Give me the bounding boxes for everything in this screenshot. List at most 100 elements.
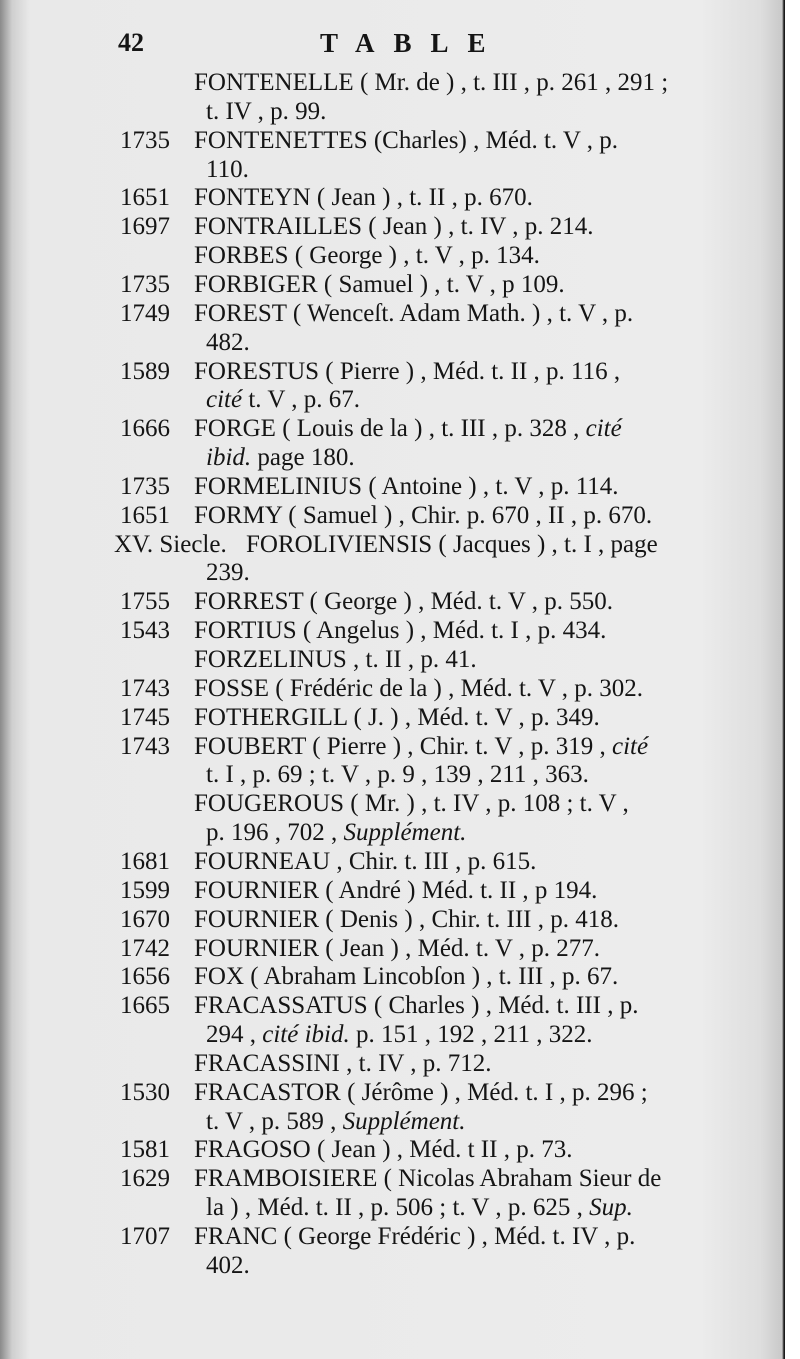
- entry-heading-line: FRAGOSO ( Jean ) , Méd. t II , p. 73.: [194, 1135, 572, 1165]
- entry-year: 1599: [120, 876, 170, 904]
- entry-text: page 180.: [251, 444, 355, 472]
- entry-heading-line: FORBIGER ( Samuel ) , t. V , p 109.: [194, 270, 565, 300]
- entry-heading-line: FORESTUS ( Pierre ) , Méd. t. II , p. 11…: [194, 357, 620, 387]
- italic-text: cité ibid.: [262, 1021, 350, 1049]
- entry-text: 239.: [206, 559, 250, 587]
- entry-heading-line: FRAMBOISIERE ( Nicolas Abraham Sieur de: [194, 1164, 661, 1194]
- entry-text: FOROLIVIENSIS ( Jacques ) , t. I , page: [246, 530, 658, 558]
- entry-heading-line: FOSSE ( Frédéric de la ) , Méd. t. V , p…: [194, 674, 643, 704]
- entry-text: FONTENETTES (Charles) , Méd. t. V , p.: [194, 126, 619, 154]
- entry-heading-line: FONTENELLE ( Mr. de ) , t. III , p. 261 …: [194, 68, 668, 98]
- entry-continuation-line: 402.: [206, 1251, 250, 1281]
- entry-heading-line: FORMELINIUS ( Antoine ) , t. V , p. 114.: [194, 472, 619, 502]
- entry-year: 1651: [120, 501, 170, 529]
- entry-heading-line: FOURNIER ( Jean ) , Méd. t. V , p. 277.: [194, 934, 600, 964]
- entry-year: 1707: [120, 1223, 170, 1250]
- entry-year: 1735: [120, 270, 170, 298]
- italic-text: Sup.: [589, 1194, 633, 1222]
- italic-text: cité: [206, 386, 243, 414]
- entry-year: 1735: [120, 126, 170, 154]
- entry-year: 1670: [120, 905, 170, 933]
- entry-heading-line: FOURNIER ( Denis ) , Chir. t. III , p. 4…: [194, 905, 619, 935]
- entry-text: FORREST ( George ) , Méd. t. V , p. 550.: [194, 588, 613, 616]
- entry-text: FRACASTOR ( Jérôme ) , Méd. t. I , p. 29…: [194, 1078, 648, 1106]
- entry-text: FORZELINUS , t. II , p. 41.: [194, 646, 477, 673]
- entry-heading-line: FOREST ( Wenceſt. Adam Math. ) , t. V , …: [194, 299, 633, 329]
- entry-heading-line: FOTHERGILL ( J. ) , Méd. t. V , p. 349.: [194, 703, 600, 733]
- entry-heading-line: FORGE ( Louis de la ) , t. III , p. 328 …: [194, 414, 622, 444]
- page-number: 42: [118, 28, 144, 57]
- entry-year: XV. Siecle.: [114, 530, 227, 558]
- entry-year: 1629: [120, 1165, 170, 1193]
- entry-year: 1665: [120, 992, 170, 1020]
- running-title: TABLE: [320, 28, 505, 58]
- entry-continuation-line: ibid. page 180.: [206, 443, 355, 473]
- entry-heading-line: FRACASSATUS ( Charles ) , Méd. t. III , …: [194, 991, 638, 1021]
- entry-text: FORESTUS ( Pierre ) , Méd. t. II , p. 11…: [194, 357, 621, 385]
- entry-text: FOURNEAU , Chir. t. III , p. 615.: [194, 847, 537, 875]
- entry-continuation-line: la ) , Méd. t. II , p. 506 ; t. V , p. 6…: [206, 1193, 633, 1223]
- entry-continuation-line: 482.: [206, 328, 250, 358]
- entry-heading-line: FOURNIER ( André ) Méd. t. II , p 194.: [194, 876, 597, 906]
- entry-text: t. I , p. 69 ; t. V , p. 9 , 139 , 211 ,…: [206, 761, 589, 789]
- entry-text: FOURNIER ( Denis ) , Chir. t. III , p. 4…: [194, 905, 619, 933]
- entry-heading-line: FOROLIVIENSIS ( Jacques ) , t. I , page: [246, 530, 658, 560]
- entry-year: 1530: [120, 1078, 170, 1106]
- entry-heading-line: FORREST ( George ) , Méd. t. V , p. 550.: [194, 587, 613, 617]
- entry-text: FRACASSINI , t. IV , p. 712.: [194, 1049, 492, 1077]
- entry-text: 294 ,: [206, 1021, 263, 1049]
- entry-continuation-line: 239.: [206, 558, 250, 588]
- entry-continuation-line: p. 196 , 702 , Supplément.: [206, 818, 466, 848]
- entry-text: FORBES ( George ) , t. V , p. 134.: [194, 242, 540, 270]
- entry-text: t. V , p. 67.: [242, 386, 360, 414]
- entry-continuation-line: t. V , p. 589 , Supplément.: [206, 1107, 466, 1137]
- entry-year: 1745: [120, 703, 170, 731]
- entry-text: FOSSE ( Frédéric de la ) , Méd. t. V , p…: [194, 674, 644, 702]
- entry-text: FOURNIER ( Jean ) , Méd. t. V , p. 277.: [194, 934, 601, 962]
- entry-text: FRANC ( George Frédéric ) , Méd. t. IV ,…: [194, 1223, 636, 1250]
- entry-text: FONTENELLE ( Mr. de ) , t. III , p. 261 …: [194, 69, 669, 96]
- entry-text: FOUBERT ( Pierre ) , Chir. t. V , p. 319…: [194, 732, 612, 760]
- entry-heading-line: FOUBERT ( Pierre ) , Chir. t. V , p. 319…: [194, 732, 648, 762]
- entry-text: FONTEYN ( Jean ) , t. II , p. 670.: [194, 184, 533, 212]
- entry-continuation-line: 110.: [206, 155, 249, 185]
- entry-text: p. 196 , 702 ,: [206, 819, 344, 847]
- entry-continuation-line: t. I , p. 69 ; t. V , p. 9 , 139 , 211 ,…: [206, 760, 589, 790]
- entry-heading-line: FORTIUS ( Angelus ) , Méd. t. I , p. 434…: [194, 616, 606, 646]
- entry-text: FOTHERGILL ( J. ) , Méd. t. V , p. 349.: [194, 703, 600, 731]
- entry-heading-line: FORMY ( Samuel ) , Chir. p. 670 , II , p…: [194, 501, 652, 531]
- entry-text: t. V , p. 589 ,: [206, 1107, 343, 1135]
- italic-text: ibid.: [206, 444, 252, 472]
- entry-year: 1656: [120, 963, 170, 991]
- entry-continuation-line: t. IV , p. 99.: [206, 97, 326, 127]
- entry-text: 482.: [206, 328, 250, 356]
- entry-text: FORTIUS ( Angelus ) , Méd. t. I , p. 434…: [194, 617, 607, 645]
- entry-year: 1742: [120, 934, 170, 962]
- italic-text: Supplément.: [343, 819, 467, 847]
- italic-text: cité: [611, 732, 649, 760]
- entry-heading-line: FONTEYN ( Jean ) , t. II , p. 670.: [194, 183, 533, 213]
- entry-year: 1755: [120, 588, 170, 616]
- entry-text: FOURNIER ( André ) Méd. t. II , p 194.: [194, 876, 598, 904]
- entry-text: FONTRAILLES ( Jean ) , t. IV , p. 214.: [194, 213, 594, 241]
- entry-text: t. IV , p. 99.: [206, 97, 327, 125]
- entry-heading-line: FRANC ( George Frédéric ) , Méd. t. IV ,…: [194, 1222, 635, 1252]
- entry-text: FORGE ( Louis de la ) , t. III , p. 328 …: [194, 415, 586, 443]
- entry-text: FOUGEROUS ( Mr. ) , t. IV , p. 108 ; t. …: [194, 790, 629, 818]
- entry-continuation-line: cité t. V , p. 67.: [206, 385, 360, 415]
- entry-year: 1681: [120, 847, 170, 875]
- entry-heading-line: FOUGEROUS ( Mr. ) , t. IV , p. 108 ; t. …: [194, 789, 629, 819]
- entry-text: 402.: [206, 1251, 250, 1279]
- entry-heading-line: FRACASTOR ( Jérôme ) , Méd. t. I , p. 29…: [194, 1078, 648, 1108]
- entry-continuation-line: 294 , cité ibid. p. 151 , 192 , 211 , 32…: [206, 1020, 593, 1050]
- entry-heading-line: FONTENETTES (Charles) , Méd. t. V , p.: [194, 126, 618, 156]
- entry-year: 1581: [120, 1136, 170, 1164]
- entry-text: FORMELINIUS ( Antoine ) , t. V , p. 114.: [194, 472, 619, 500]
- entry-text: p. 151 , 192 , 211 , 322.: [349, 1021, 593, 1049]
- entry-year: 1666: [120, 415, 170, 443]
- entry-text: FOREST ( Wenceſt. Adam Math. ) , t. V , …: [194, 299, 634, 327]
- entry-heading-line: FORBES ( George ) , t. V , p. 134.: [194, 241, 540, 271]
- entry-heading-line: FRACASSINI , t. IV , p. 712.: [194, 1049, 492, 1079]
- entry-text: la ) , Méd. t. II , p. 506 ; t. V , p. 6…: [206, 1194, 590, 1222]
- entry-heading-line: FOX ( Abraham Lincobſon ) , t. III , p. …: [194, 962, 618, 992]
